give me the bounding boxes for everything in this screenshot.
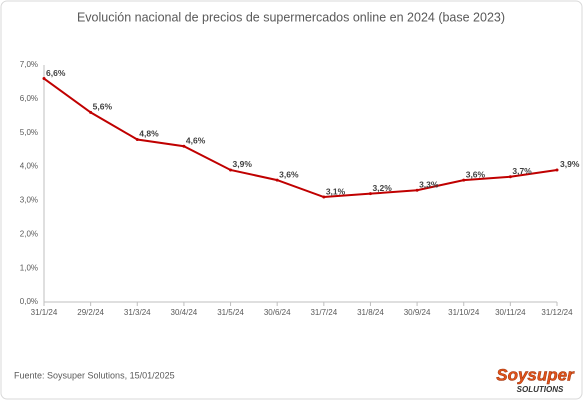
source: Fuente: Soysuper Solutions, 15/01/2025 bbox=[14, 370, 175, 380]
x-tick-label: 31/1/24 bbox=[31, 308, 58, 317]
point bbox=[89, 110, 93, 114]
y-tick-label: 7,0% bbox=[20, 60, 38, 69]
line bbox=[43, 77, 558, 199]
value-label: 3,9% bbox=[233, 159, 253, 169]
x-tick-label: 31/12/24 bbox=[541, 308, 573, 317]
point bbox=[275, 178, 279, 182]
y-tick-label: 2,0% bbox=[20, 229, 38, 238]
point bbox=[229, 168, 233, 172]
point bbox=[555, 168, 559, 172]
point bbox=[508, 175, 512, 179]
x-tick-label: 31/8/24 bbox=[357, 308, 384, 317]
point bbox=[415, 188, 419, 192]
x-tick-label: 29/2/24 bbox=[77, 308, 104, 317]
value-label: 6,6% bbox=[46, 68, 66, 78]
value-label: 3,9% bbox=[560, 159, 580, 169]
point bbox=[462, 178, 466, 182]
x-tick-label: 31/10/24 bbox=[448, 308, 480, 317]
logo-tagline: SOLUTIONS bbox=[517, 385, 564, 394]
value-label: 3,6% bbox=[279, 169, 299, 179]
y-tick-label: 4,0% bbox=[20, 162, 38, 171]
chart-title: Evolución nacional de precios de superme… bbox=[77, 10, 505, 24]
value-label: 3,6% bbox=[466, 169, 486, 179]
value-label: 5,6% bbox=[93, 102, 113, 112]
point bbox=[135, 137, 139, 141]
value-label: 3,3% bbox=[419, 180, 439, 190]
x-tick-label: 31/7/24 bbox=[310, 308, 337, 317]
x-tick-label: 30/11/24 bbox=[495, 308, 526, 317]
x-tick-label: 30/9/24 bbox=[404, 308, 431, 317]
value-label: 3,7% bbox=[512, 166, 532, 176]
point bbox=[368, 192, 372, 196]
x-tick-label: 30/4/24 bbox=[171, 308, 198, 317]
y-tick-label: 1,0% bbox=[20, 263, 38, 272]
y-tick-label: 0,0% bbox=[20, 297, 38, 306]
value-label: 3,1% bbox=[326, 186, 346, 196]
value-label: 3,2% bbox=[372, 183, 392, 193]
value-label: 4,8% bbox=[139, 129, 159, 139]
point bbox=[322, 195, 326, 199]
x-tick-label: 31/5/24 bbox=[217, 308, 244, 317]
value-label: 4,6% bbox=[186, 136, 206, 146]
y-tick-label: 5,0% bbox=[20, 128, 38, 137]
point bbox=[42, 77, 46, 81]
point bbox=[182, 144, 186, 148]
x-tick-label: 30/6/24 bbox=[264, 308, 291, 317]
y-tick-label: 3,0% bbox=[20, 196, 38, 205]
y-tick-label: 6,0% bbox=[20, 94, 38, 103]
x-tick-label: 31/3/24 bbox=[124, 308, 151, 317]
logo-name: Soysuper bbox=[496, 365, 575, 384]
